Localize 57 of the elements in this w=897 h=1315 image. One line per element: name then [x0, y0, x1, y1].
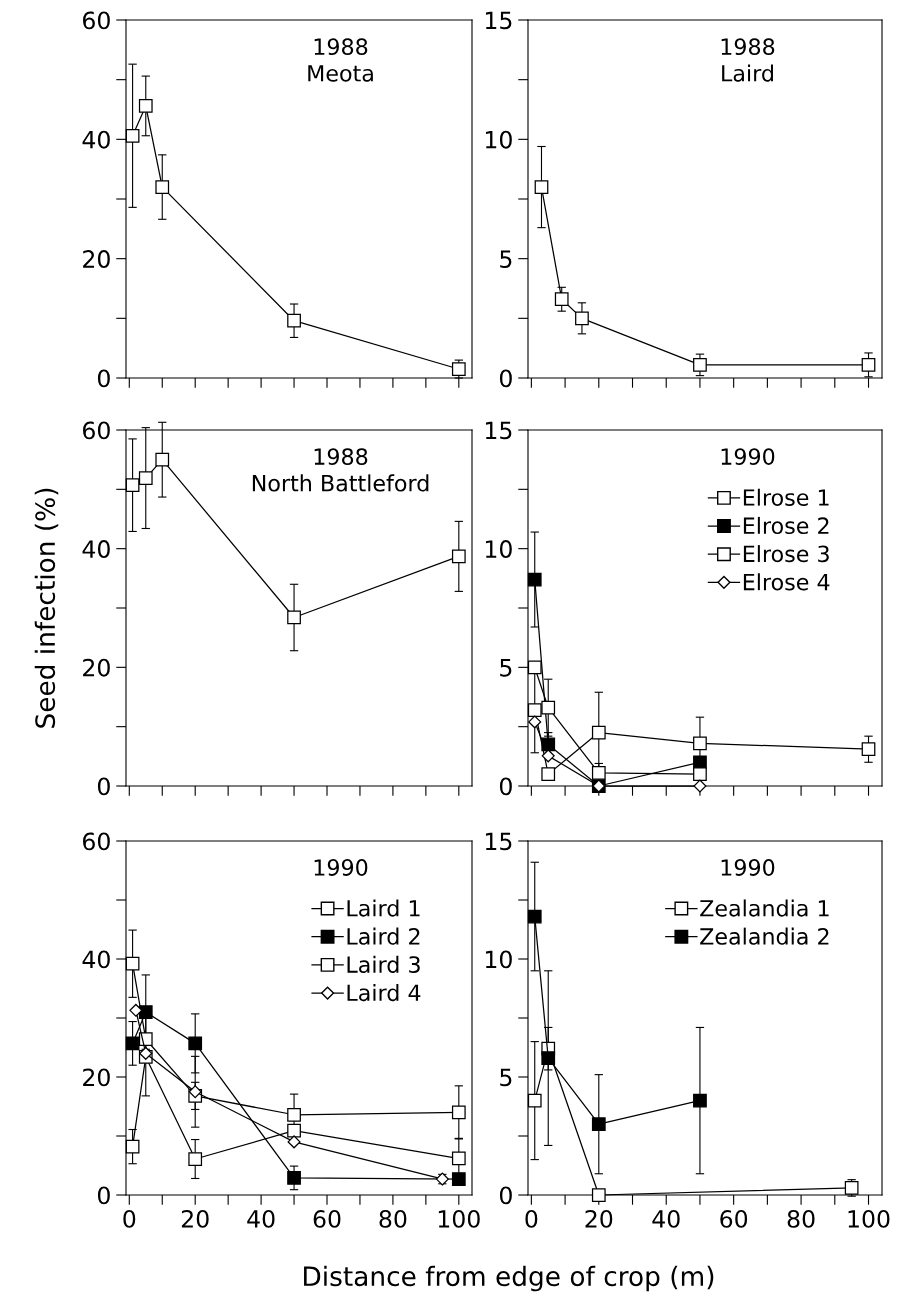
y-tick-label: 0: [97, 369, 110, 388]
y-axis-title: Seed infection (%): [34, 488, 59, 728]
y-tick-label: 40: [82, 130, 110, 149]
text: 1990: [721, 448, 775, 465]
x-axis-title: Distance from edge of crop (m): [304, 1265, 714, 1292]
x-tick-label: 40: [247, 1210, 275, 1228]
legend-label: Laird 3: [347, 955, 420, 973]
y-tick-label: 0: [97, 1186, 110, 1205]
x-tick-label: 80: [379, 1210, 407, 1228]
x-tick-label: 0: [525, 1210, 538, 1228]
y-tick-label: 60: [83, 421, 110, 440]
legend-label: Laird 1: [347, 899, 420, 917]
y-tick-label: 0: [499, 777, 512, 796]
y-tick-label: 40: [82, 540, 110, 558]
legend-label: Laird 2: [347, 927, 420, 945]
y-tick-label: 5: [500, 250, 512, 268]
text: 1990: [721, 859, 775, 876]
text: Laird: [722, 64, 773, 82]
legend-label: Elrose 1: [743, 488, 829, 506]
y-tick-label: 15: [485, 421, 512, 440]
y-tick-label: 5: [500, 659, 512, 677]
y-tick-label: 10: [485, 540, 512, 558]
y-tick-label: 60: [83, 832, 110, 851]
y-tick-label: 0: [97, 777, 110, 796]
text: Meota: [308, 65, 373, 82]
x-tick-label: 0: [123, 1210, 136, 1228]
text: 1990: [314, 859, 368, 876]
x-tick-label: 60: [313, 1210, 341, 1228]
y-tick-label: 60: [83, 11, 110, 30]
legend-label: Zealandia 2: [700, 927, 829, 945]
text: 1988: [314, 448, 368, 465]
text: 1988: [721, 38, 775, 56]
y-tick-label: 10: [485, 950, 512, 969]
x-tick-label: 20: [181, 1210, 209, 1228]
y-tick-label: 0: [499, 1186, 512, 1205]
text: North Battleford: [252, 474, 429, 492]
legend-label: Elrose 3: [743, 545, 829, 563]
legend-label: Laird 4: [347, 983, 421, 1002]
y-tick-label: 20: [83, 1068, 110, 1087]
y-tick-label: 15: [485, 11, 512, 30]
y-tick-label: 15: [485, 832, 512, 851]
x-tick-label: 100: [438, 1210, 480, 1228]
x-tick-label: 40: [652, 1210, 680, 1228]
x-tick-label: 100: [848, 1210, 890, 1228]
text: 1988: [314, 38, 368, 56]
legend-label: Elrose 2: [743, 516, 829, 535]
y-tick-label: 20: [83, 250, 110, 268]
x-tick-label: 20: [585, 1210, 613, 1228]
y-tick-label: 0: [499, 369, 512, 388]
legend-label: Elrose 4: [743, 573, 830, 591]
y-tick-label: 40: [82, 950, 110, 969]
legend-label: Zealandia 1: [700, 899, 829, 917]
y-tick-label: 20: [83, 658, 110, 677]
x-tick-label: 80: [787, 1210, 815, 1228]
x-tick-label: 60: [720, 1210, 748, 1228]
y-tick-label: 10: [485, 130, 512, 149]
y-tick-label: 5: [500, 1068, 512, 1087]
